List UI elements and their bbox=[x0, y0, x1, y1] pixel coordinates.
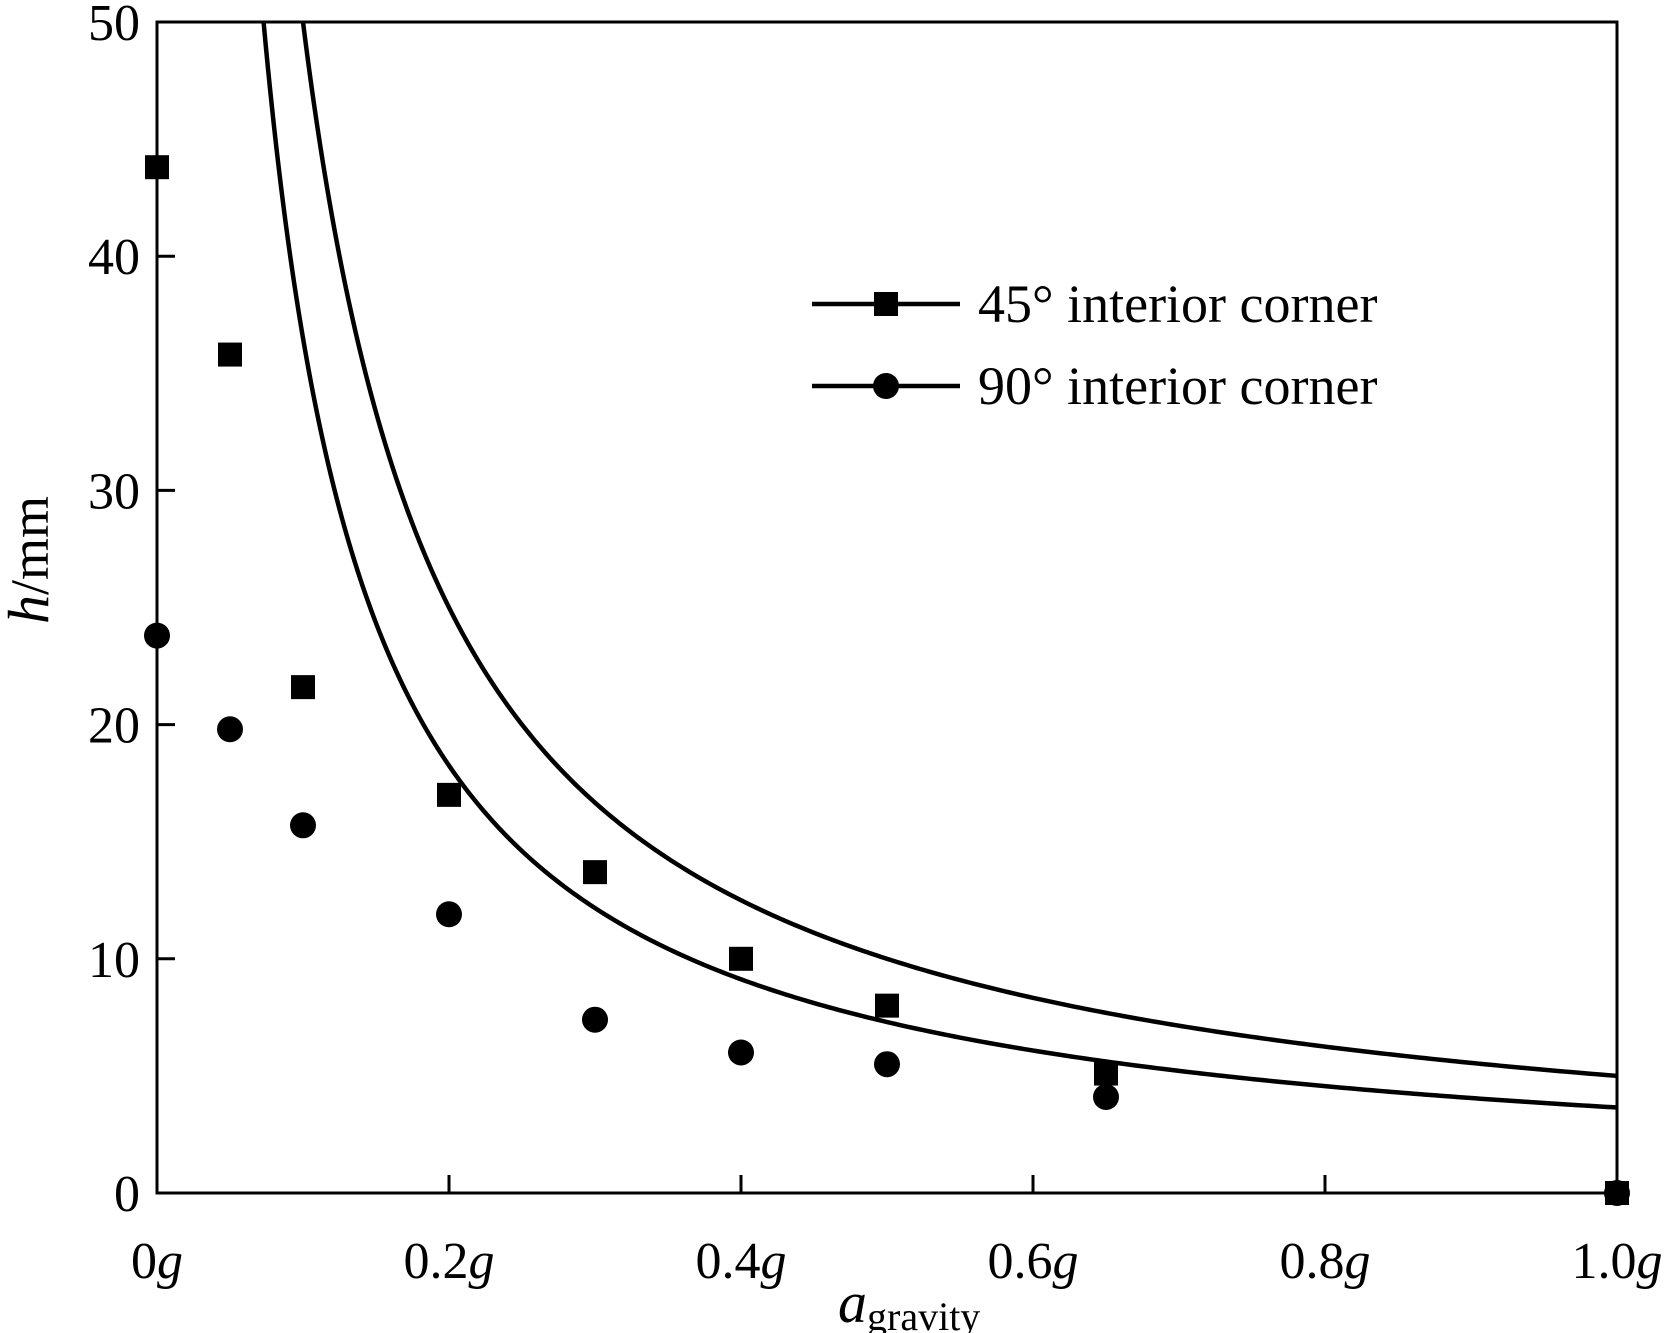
legend-marker-circle bbox=[873, 373, 899, 399]
x-tick-label: 0.6g bbox=[988, 1233, 1079, 1290]
data-point-circle bbox=[436, 901, 462, 928]
y-tick-label: 0 bbox=[114, 1166, 140, 1223]
data-point-square bbox=[583, 860, 607, 885]
data-point-circle bbox=[874, 1051, 900, 1078]
x-tick-label: 1.0g bbox=[1572, 1233, 1663, 1290]
series-2 bbox=[144, 22, 1630, 1206]
data-point-square bbox=[437, 782, 461, 807]
y-tick-label: 30 bbox=[88, 463, 140, 520]
x-tick-label: 0.2g bbox=[404, 1233, 495, 1290]
fit-curve bbox=[300, 22, 1617, 1079]
plot-border bbox=[155, 20, 1619, 1195]
data-point-circle bbox=[144, 622, 170, 649]
y-axis-title: h/mm bbox=[0, 496, 61, 624]
x-axis: 0g 0.2g 0.4g 0.6g 0.8g 1.0g bbox=[131, 1175, 1663, 1290]
legend: 45° interior corner 90° interior corner bbox=[812, 274, 1377, 416]
axis-titles: agravity h/mm bbox=[0, 496, 980, 1333]
legend-label: 90° interior corner bbox=[978, 356, 1377, 416]
y-tick-label: 10 bbox=[88, 932, 140, 989]
plot-frame bbox=[155, 20, 1619, 1195]
x-tick-label: 0.4g bbox=[696, 1233, 787, 1290]
data-point-square bbox=[218, 342, 242, 367]
data-point-circle bbox=[728, 1039, 754, 1066]
legend-marker-square bbox=[874, 292, 898, 316]
fit-curve bbox=[261, 22, 1617, 1110]
legend-item-2: 90° interior corner bbox=[812, 356, 1377, 416]
x-tick-label: 0g bbox=[131, 1233, 183, 1290]
legend-item-1: 45° interior corner bbox=[812, 274, 1377, 334]
y-tick-label: 40 bbox=[88, 229, 140, 286]
data-point-square bbox=[1094, 1061, 1118, 1086]
data-point-circle bbox=[217, 716, 243, 743]
y-tick-label: 20 bbox=[88, 698, 140, 755]
x-tick-label: 0.8g bbox=[1280, 1233, 1371, 1290]
data-point-circle bbox=[290, 812, 316, 839]
data-point-square bbox=[729, 946, 753, 971]
y-axis: 0 10 20 30 40 50 bbox=[88, 0, 175, 1223]
data-point-circle bbox=[1604, 1180, 1630, 1206]
data-point-square bbox=[875, 993, 899, 1018]
x-axis-title: agravity bbox=[838, 1270, 980, 1333]
y-tick-label: 50 bbox=[88, 0, 140, 52]
data-point-square bbox=[145, 155, 169, 180]
data-point-square bbox=[291, 675, 315, 700]
legend-label: 45° interior corner bbox=[978, 274, 1377, 334]
data-point-circle bbox=[582, 1006, 608, 1033]
data-point-circle bbox=[1093, 1083, 1119, 1110]
series-layer bbox=[144, 22, 1630, 1206]
